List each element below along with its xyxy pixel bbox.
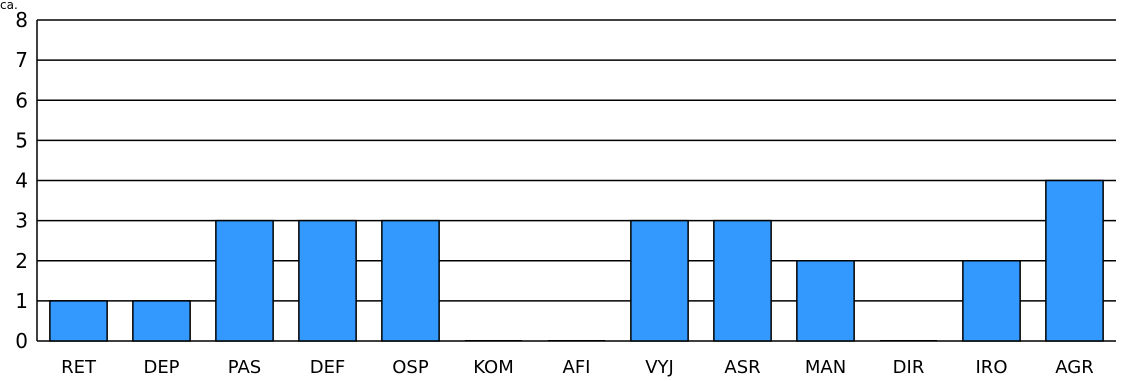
- gridlines: [37, 19, 1116, 342]
- x-tick-label: IRO: [976, 357, 1008, 378]
- x-tick-label: RET: [61, 357, 97, 378]
- y-tick-label: 7: [15, 48, 28, 72]
- x-tick-label: DEP: [143, 357, 179, 378]
- x-tick-label: AFI: [563, 357, 591, 378]
- bar-agr: [1045, 179, 1104, 342]
- bar-dep: [132, 300, 191, 342]
- bar-def: [298, 219, 357, 342]
- x-tick-label: DEF: [310, 357, 346, 378]
- x-tick-label: OSP: [392, 357, 429, 378]
- bar-ret: [49, 300, 108, 342]
- bar-osp: [381, 219, 440, 342]
- bar-kom: [464, 340, 523, 341]
- y-tick-label: 4: [15, 169, 28, 193]
- bars: [49, 179, 1104, 342]
- x-tick-labels: RET DEP PAS DEF OSP KOM AFI VYJ ASR MAN DIR IRO AGR: [61, 357, 1094, 378]
- y-tick-labels: 0 1 2 3 4 5 6 7 8: [15, 8, 28, 353]
- y-tick-label: 5: [15, 128, 28, 152]
- y-tick-label: 1: [15, 289, 28, 313]
- x-tick-label: MAN: [805, 357, 846, 378]
- bar-dir: [879, 340, 938, 341]
- bar-pas: [215, 219, 274, 342]
- y-tick-label: 8: [15, 8, 28, 32]
- y-tick-label: 3: [15, 209, 28, 233]
- corner-label: ca.: [0, 0, 18, 12]
- y-tick-label: 2: [15, 249, 28, 273]
- x-tick-label: PAS: [228, 357, 261, 378]
- x-tick-label: ASR: [724, 357, 760, 378]
- bar-vyj: [630, 219, 689, 342]
- bar-iro: [962, 260, 1021, 342]
- y-tick-label: 0: [15, 329, 28, 353]
- bar-man: [796, 260, 855, 342]
- x-tick-label: AGR: [1055, 357, 1093, 378]
- y-tick-label: 6: [15, 88, 28, 112]
- bar-afi: [547, 340, 606, 341]
- x-tick-label: VYJ: [645, 357, 674, 378]
- x-tick-label: DIR: [893, 357, 925, 378]
- bar-asr: [713, 219, 772, 342]
- x-tick-label: KOM: [473, 357, 514, 378]
